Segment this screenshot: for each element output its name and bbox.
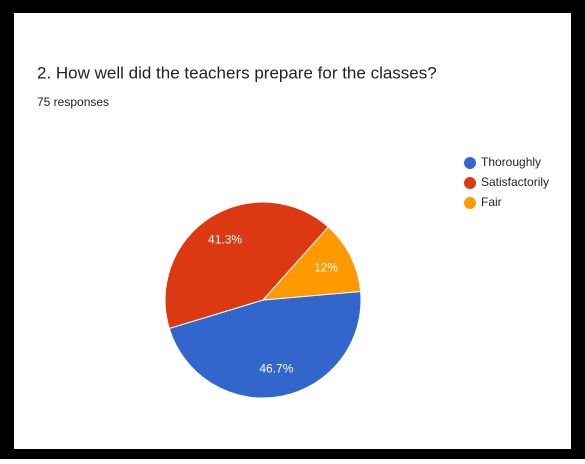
pie-slice xyxy=(164,201,330,330)
slice-label: 12% xyxy=(314,261,338,275)
pie: 46.7% 41.3% 12% xyxy=(164,201,362,399)
legend-label: Thoroughly xyxy=(481,155,541,169)
pie-slice xyxy=(168,290,362,399)
legend-label: Satisfactorily xyxy=(481,175,549,189)
legend-swatch xyxy=(464,197,476,209)
pie-slice xyxy=(261,226,362,301)
chart-title: 2. How well did the teachers prepare for… xyxy=(37,63,437,82)
legend-label: Fair xyxy=(481,195,502,209)
legend-swatch xyxy=(464,157,476,169)
legend: Thoroughly Satisfactorily Fair xyxy=(464,155,549,209)
slice-label: 46.7% xyxy=(259,361,293,375)
subtitle: 75 responses xyxy=(37,95,109,109)
slice-label: 41.3% xyxy=(208,233,242,247)
legend-swatch xyxy=(464,177,476,189)
